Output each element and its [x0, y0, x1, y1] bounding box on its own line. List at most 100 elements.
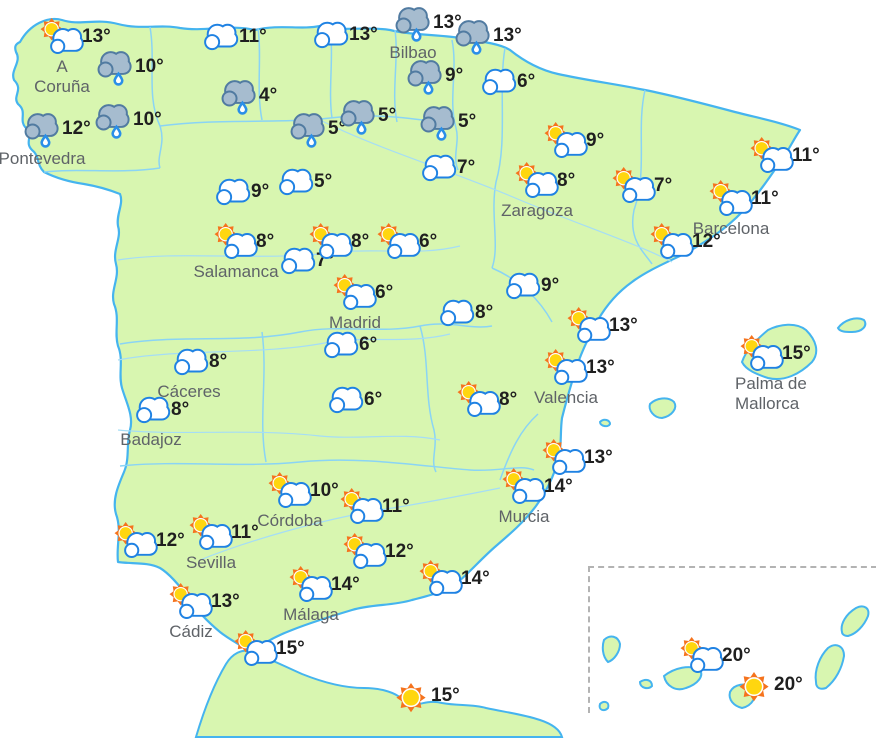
- region-borders: [43, 26, 653, 481]
- weather-station-m-laga[interactable]: 14° Málaga: [283, 566, 360, 624]
- weather-station[interactable]: 6°: [472, 63, 535, 106]
- cloudy-icon: [126, 391, 176, 434]
- weather-station-badajoz[interactable]: 8° Badajoz: [120, 391, 189, 449]
- weather-station[interactable]: 5°: [283, 110, 346, 153]
- weather-station[interactable]: 9°: [541, 122, 604, 165]
- weather-station[interactable]: 8°: [454, 381, 517, 424]
- island-la-gomera: [598, 700, 610, 712]
- sun-behind-cloud-icon: [231, 630, 281, 673]
- weather-station-sevilla[interactable]: 11° Sevilla: [186, 514, 259, 572]
- temperature-label: 6°: [375, 282, 394, 303]
- rain-cloud-icon: [17, 110, 67, 153]
- weather-station[interactable]: 11°: [337, 488, 410, 531]
- weather-station[interactable]: 9°: [496, 267, 559, 310]
- weather-station[interactable]: 13°: [304, 16, 378, 59]
- weather-station[interactable]: 4°: [214, 77, 277, 120]
- temperature-label: 11°: [231, 522, 259, 543]
- weather-station-bilbao[interactable]: 13° Bilbao: [388, 4, 462, 62]
- weather-station-palma-de-mallorca[interactable]: 15° Palma de Mallorca: [735, 335, 811, 413]
- island-fuerteventura: [814, 644, 846, 690]
- city-label: Córdoba: [257, 511, 323, 530]
- weather-station[interactable]: 11°: [194, 18, 267, 61]
- weather-station[interactable]: 13°: [539, 439, 613, 482]
- weather-station[interactable]: 8°: [306, 223, 369, 266]
- weather-station[interactable]: 13°: [448, 17, 522, 60]
- weather-station-a-coru-a[interactable]: 13° A Coruña: [34, 18, 111, 96]
- weather-station[interactable]: 20°: [677, 637, 751, 680]
- weather-station[interactable]: 9°: [400, 57, 463, 100]
- cloudy-icon: [319, 381, 369, 424]
- weather-station-madrid[interactable]: 6° Madrid: [329, 274, 393, 332]
- temperature-label: 15°: [782, 343, 811, 364]
- weather-station[interactable]: 6°: [319, 381, 382, 424]
- weather-station[interactable]: 9°: [206, 173, 269, 216]
- temperature-label: 11°: [382, 496, 410, 517]
- temperature-label: 11°: [792, 145, 820, 166]
- sun-behind-cloud-icon: [416, 560, 466, 603]
- weather-station[interactable]: 11°: [747, 137, 820, 180]
- rain-cloud-icon: [413, 103, 463, 146]
- weather-station[interactable]: 20°: [729, 666, 803, 709]
- weather-station-zaragoza[interactable]: 8° Zaragoza: [501, 162, 575, 220]
- temperature-label: 13°: [433, 12, 462, 33]
- sun-behind-cloud-icon: [737, 335, 787, 378]
- sun-behind-cloud-icon: [374, 223, 424, 266]
- sun-behind-cloud-icon: [647, 223, 697, 266]
- weather-station[interactable]: 5°: [413, 103, 476, 146]
- temperature-label: 5°: [328, 118, 347, 139]
- weather-station[interactable]: 12°: [647, 223, 721, 266]
- weather-station-pontevedra[interactable]: 12° Pontevedra: [0, 110, 91, 168]
- weather-station[interactable]: 7°: [412, 149, 475, 192]
- sunny-icon: [386, 677, 436, 720]
- weather-station-c-ceres[interactable]: 8° Cáceres: [157, 343, 227, 401]
- cloudy-icon: [472, 63, 522, 106]
- rain-cloud-icon: [90, 48, 140, 91]
- sunny-icon: [729, 666, 779, 709]
- temperature-label: 8°: [499, 389, 518, 410]
- weather-station[interactable]: 12°: [111, 522, 185, 565]
- weather-station-valencia[interactable]: 13° Valencia: [534, 349, 615, 407]
- temperature-label: 5°: [378, 105, 397, 126]
- weather-station[interactable]: 14°: [416, 560, 490, 603]
- temperature-label: 12°: [62, 118, 91, 139]
- sun-behind-cloud-icon: [330, 274, 380, 317]
- city-label: Barcelona: [692, 219, 770, 238]
- island-formentera: [598, 418, 612, 428]
- weather-station[interactable]: 8°: [430, 294, 493, 337]
- temperature-label: 7°: [654, 175, 673, 196]
- morocco-coast: [194, 649, 564, 738]
- weather-station[interactable]: 5°: [333, 97, 396, 140]
- weather-station[interactable]: 13°: [564, 307, 638, 350]
- weather-station[interactable]: 10°: [88, 101, 162, 144]
- weather-station-barcelona[interactable]: 11° Barcelona: [693, 180, 779, 238]
- island-menorca: [836, 317, 867, 334]
- sun-behind-cloud-icon: [499, 468, 549, 511]
- weather-station-c-diz[interactable]: 13° Cádiz: [166, 583, 240, 641]
- temperature-label: 8°: [171, 399, 190, 420]
- weather-station-murcia[interactable]: 14° Murcia: [498, 468, 573, 526]
- temperature-label: 8°: [256, 231, 275, 252]
- cloudy-icon: [430, 294, 480, 337]
- weather-station[interactable]: 10°: [90, 48, 164, 91]
- temperature-label: 14°: [331, 574, 360, 595]
- weather-station[interactable]: 15°: [231, 630, 305, 673]
- weather-station[interactable]: 6°: [374, 223, 437, 266]
- weather-station[interactable]: 6°: [314, 326, 377, 369]
- weather-station[interactable]: 15°: [386, 677, 460, 720]
- weather-station-c-rdoba[interactable]: 10° Córdoba: [257, 472, 339, 530]
- sun-behind-cloud-icon: [454, 381, 504, 424]
- weather-station-salamanca[interactable]: 8° Salamanca: [193, 223, 279, 281]
- temperature-label: 13°: [584, 447, 613, 468]
- weather-station[interactable]: 5°: [269, 163, 332, 206]
- sun-behind-cloud-icon: [111, 522, 161, 565]
- weather-station[interactable]: 7°: [609, 167, 672, 210]
- temperature-label: 8°: [351, 231, 370, 252]
- sun-behind-cloud-icon: [186, 514, 236, 557]
- temperature-label: 13°: [211, 591, 240, 612]
- canary-islands-inset-border: [588, 566, 876, 713]
- cloudy-icon: [412, 149, 462, 192]
- weather-station[interactable]: 12°: [340, 533, 414, 576]
- temperature-label: 11°: [751, 188, 779, 209]
- temperature-label: 13°: [82, 26, 111, 47]
